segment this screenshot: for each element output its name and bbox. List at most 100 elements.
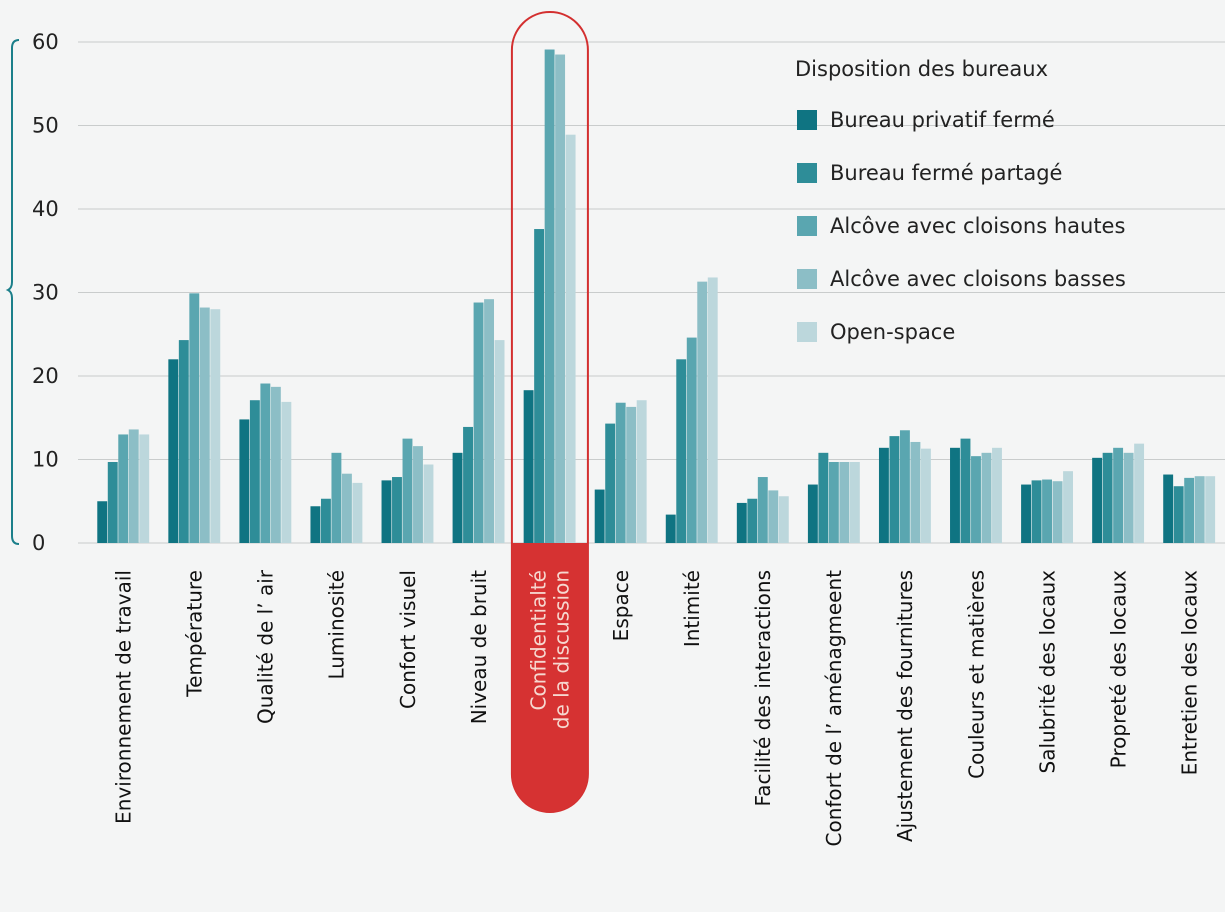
bar xyxy=(249,400,260,543)
bar xyxy=(665,514,676,543)
bar xyxy=(97,501,108,543)
y-tick-label: 50 xyxy=(32,114,59,138)
y-tick-label: 60 xyxy=(32,30,59,54)
legend-label: Open-space xyxy=(830,320,955,344)
bar xyxy=(839,462,850,543)
y-axis-bracket xyxy=(5,39,20,545)
bar xyxy=(605,423,616,543)
bar xyxy=(494,340,505,543)
legend-label: Bureau privatif fermé xyxy=(830,108,1055,132)
bar xyxy=(544,49,555,543)
highlight-label-background xyxy=(511,543,588,812)
bar xyxy=(534,229,545,544)
bars xyxy=(97,49,1216,544)
legend-swatch xyxy=(797,269,817,289)
x-tick-label: Couleurs et matières xyxy=(964,570,988,779)
legend-swatch xyxy=(797,322,817,342)
bar xyxy=(168,359,179,543)
bar xyxy=(828,462,839,543)
x-tick-label: Environnement de travail xyxy=(112,570,136,824)
bar xyxy=(423,464,434,543)
bar xyxy=(484,299,494,543)
x-axis-labels: Environnement de travail Température Quali… xyxy=(112,569,1202,846)
x-tick-label: Salubrité des locaux xyxy=(1035,570,1059,774)
bar xyxy=(463,426,473,543)
bar xyxy=(768,490,779,543)
bar xyxy=(1021,484,1031,543)
bar xyxy=(331,452,342,543)
bar xyxy=(1052,481,1063,543)
x-tick-label: Confidentialté xyxy=(526,570,550,711)
legend-swatch xyxy=(797,110,817,130)
bar xyxy=(260,383,271,543)
bar xyxy=(849,462,860,543)
bar xyxy=(473,302,484,543)
bar xyxy=(281,401,292,543)
y-tick-label: 30 xyxy=(32,281,59,305)
bar xyxy=(320,498,331,543)
bar xyxy=(352,482,363,543)
bar xyxy=(992,447,1002,543)
bar xyxy=(1102,452,1113,543)
bar xyxy=(1194,476,1205,543)
x-tick-label: Luminosité xyxy=(325,570,349,680)
bar xyxy=(899,430,910,543)
bar xyxy=(139,434,150,543)
bar xyxy=(1063,471,1073,543)
bar xyxy=(594,489,605,543)
x-tick-label: Entretien des locaux xyxy=(1177,570,1201,775)
bar xyxy=(555,54,566,544)
bar xyxy=(239,419,250,543)
bar xyxy=(1163,474,1174,543)
bar xyxy=(807,484,818,543)
legend-title: Disposition des bureaux xyxy=(795,57,1048,81)
bar xyxy=(686,337,697,543)
y-tick-label: 40 xyxy=(32,197,59,221)
bar xyxy=(413,446,423,543)
x-tick-label: Qualité de l’ air xyxy=(254,569,278,724)
bar xyxy=(1205,476,1216,543)
bar xyxy=(950,447,960,543)
bar xyxy=(118,434,129,543)
bar xyxy=(736,502,747,543)
bar xyxy=(636,400,647,543)
x-tick-label: Facilité des interactions xyxy=(751,570,775,806)
bar xyxy=(910,441,921,543)
x-tick-label: Niveau de bruit xyxy=(467,570,491,724)
bar xyxy=(818,452,829,543)
bar xyxy=(707,277,718,543)
bar xyxy=(402,438,413,543)
bar xyxy=(626,406,637,543)
highlight-frame xyxy=(510,11,589,813)
bar xyxy=(676,359,687,543)
bar xyxy=(697,281,708,543)
x-tick-label: Confort de l’ aménagmeent xyxy=(822,570,846,847)
x-tick-label: Propreté des locaux xyxy=(1106,570,1130,769)
bar xyxy=(381,480,392,543)
bar xyxy=(128,429,139,543)
bar xyxy=(878,447,889,543)
bar xyxy=(981,452,992,543)
bar xyxy=(778,496,789,543)
x-tick-label: Température xyxy=(183,570,207,698)
x-tick-label: Ajustement des fournitures xyxy=(893,570,917,842)
legend: Disposition des bureaux Bureau privatif … xyxy=(795,57,1126,344)
x-tick-label: Confort visuel xyxy=(396,570,420,709)
bar xyxy=(1184,477,1195,543)
bar xyxy=(1113,447,1124,543)
bar xyxy=(452,452,463,543)
bar xyxy=(920,448,931,543)
legend-label: Alcôve avec cloisons basses xyxy=(830,267,1126,291)
legend-swatch xyxy=(797,216,817,236)
legend-label: Alcôve avec cloisons hautes xyxy=(830,214,1125,238)
bar xyxy=(889,436,900,543)
bar xyxy=(199,307,210,543)
x-tick-label: Espace xyxy=(609,570,633,641)
bar xyxy=(565,134,576,543)
bar xyxy=(341,473,352,543)
bar xyxy=(1042,479,1052,543)
bar xyxy=(270,386,281,543)
bar xyxy=(107,462,118,543)
bar xyxy=(189,293,200,543)
